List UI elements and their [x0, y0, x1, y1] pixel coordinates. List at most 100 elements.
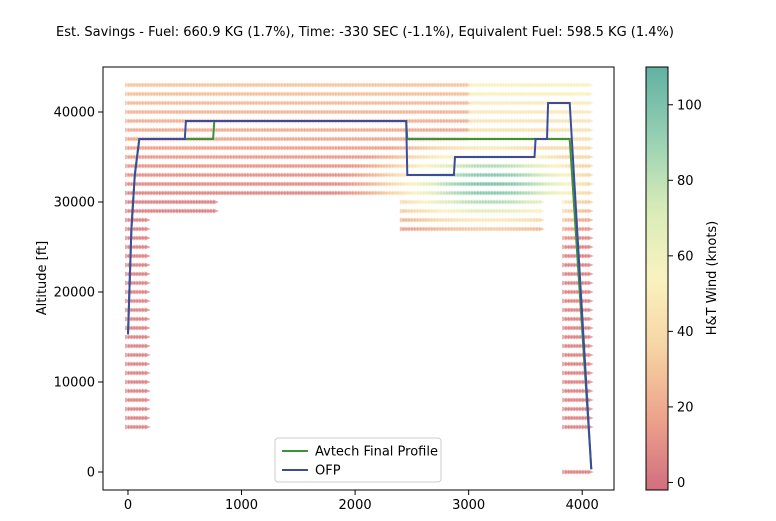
- wind-arrow: [587, 82, 594, 88]
- wind-arrow: [587, 406, 594, 412]
- x-tick-label: 1000: [225, 498, 258, 513]
- wind-arrow: [144, 406, 151, 412]
- x-tick-label: 2000: [339, 498, 372, 513]
- wind-arrow: [144, 397, 151, 403]
- y-axis: 0 10000 20000 30000 40000: [54, 106, 103, 481]
- wind-arrow: [144, 352, 151, 358]
- wind-arrow: [587, 388, 594, 394]
- x-tick-label: 4000: [566, 498, 599, 513]
- wind-arrow: [587, 343, 594, 349]
- wind-arrow: [587, 298, 594, 304]
- wind-arrow: [144, 361, 151, 367]
- legend-box: [274, 437, 442, 483]
- wind-arrow: [144, 298, 151, 304]
- y-tick-label: 20000: [54, 286, 95, 301]
- wind-arrow: [538, 217, 545, 223]
- wind-arrow: [144, 226, 151, 232]
- y-tick-label: 40000: [54, 106, 95, 121]
- series-layer: [127, 102, 593, 470]
- wind-arrow: [212, 208, 219, 214]
- wind-arrow: [144, 280, 151, 286]
- wind-arrow: [587, 190, 594, 196]
- wind-arrow: [144, 253, 151, 259]
- wind-arrow: [144, 379, 151, 385]
- wind-arrow: [144, 289, 151, 295]
- wind-arrow: [587, 307, 594, 313]
- wind-arrow: [587, 280, 594, 286]
- wind-arrow: [144, 307, 151, 313]
- x-tick-label: 3000: [452, 498, 485, 513]
- wind-arrow: [144, 370, 151, 376]
- wind-arrow: [587, 91, 594, 97]
- wind-field: [124, 82, 594, 475]
- wind-arrow: [587, 235, 594, 241]
- wind-arrow: [587, 361, 594, 367]
- wind-arrow: [144, 316, 151, 322]
- wind-arrow: [587, 118, 594, 124]
- wind-arrow: [212, 199, 219, 205]
- wind-arrow: [587, 262, 594, 268]
- plot-frame: [102, 66, 615, 491]
- wind-arrow: [144, 244, 151, 250]
- wind-arrow: [144, 424, 151, 430]
- wind-arrow: [587, 109, 594, 115]
- y-tick-label: 30000: [54, 196, 95, 211]
- wind-arrow: [144, 235, 151, 241]
- wind-arrow: [587, 127, 594, 133]
- wind-arrow: [587, 352, 594, 358]
- wind-arrow: [587, 163, 594, 169]
- colorbar-scale: [645, 66, 669, 491]
- wind-arrow: [587, 271, 594, 277]
- wind-arrow: [587, 334, 594, 340]
- wind-arrow: [587, 379, 594, 385]
- wind-arrow: [587, 181, 594, 187]
- wind-arrow: [587, 370, 594, 376]
- x-tick-label: 0: [124, 498, 132, 513]
- wind-arrow: [587, 145, 594, 151]
- wind-arrow: [587, 172, 594, 178]
- legend-label: Avtech Final Profile: [315, 445, 438, 460]
- colorbar-label: H&T Wind (knots): [705, 221, 720, 336]
- wind-arrow: [144, 334, 151, 340]
- wind-arrow: [587, 469, 594, 475]
- wind-arrow: [587, 100, 594, 106]
- wind-arrow: [144, 415, 151, 421]
- colorbar-tick-label: 0: [677, 476, 685, 491]
- wind-arrow: [587, 253, 594, 259]
- wind-arrow: [144, 325, 151, 331]
- colorbar-tick-label: 40: [677, 325, 694, 340]
- colorbar: 0 20 40 60 80 100 H&T Wind (knots): [645, 66, 720, 491]
- wind-arrow: [587, 154, 594, 160]
- y-tick-label: 10000: [54, 376, 95, 391]
- wind-arrow: [587, 316, 594, 322]
- series-line-ofp: [127, 102, 593, 470]
- wind-arrow: [587, 289, 594, 295]
- colorbar-tick-label: 100: [677, 98, 702, 113]
- wind-arrow: [538, 199, 545, 205]
- wind-arrow: [538, 226, 545, 232]
- wind-arrow: [587, 226, 594, 232]
- colorbar-tick-label: 20: [677, 400, 694, 415]
- y-axis-label: Altitude [ft]: [35, 241, 50, 316]
- wind-arrow: [587, 136, 594, 142]
- wind-arrow: [144, 271, 151, 277]
- wind-arrow: [587, 208, 594, 214]
- wind-arrow: [587, 199, 594, 205]
- x-axis: 0 1000 2000 3000 4000: [124, 490, 599, 513]
- wind-arrow: [144, 388, 151, 394]
- colorbar-tick-label: 60: [677, 249, 694, 264]
- chart-title: Est. Savings - Fuel: 660.9 KG (1.7%), Ti…: [56, 25, 674, 40]
- wind-arrow: [587, 325, 594, 331]
- wind-arrow: [587, 397, 594, 403]
- wind-arrow: [587, 244, 594, 250]
- legend-label: OFP: [315, 464, 341, 479]
- legend: Avtech Final Profile OFP: [274, 437, 442, 483]
- colorbar-tick-label: 80: [677, 174, 694, 189]
- wind-arrow: [144, 262, 151, 268]
- y-tick-label: 0: [87, 466, 95, 481]
- wind-arrow: [538, 208, 545, 214]
- wind-arrow: [144, 217, 151, 223]
- wind-arrow: [144, 343, 151, 349]
